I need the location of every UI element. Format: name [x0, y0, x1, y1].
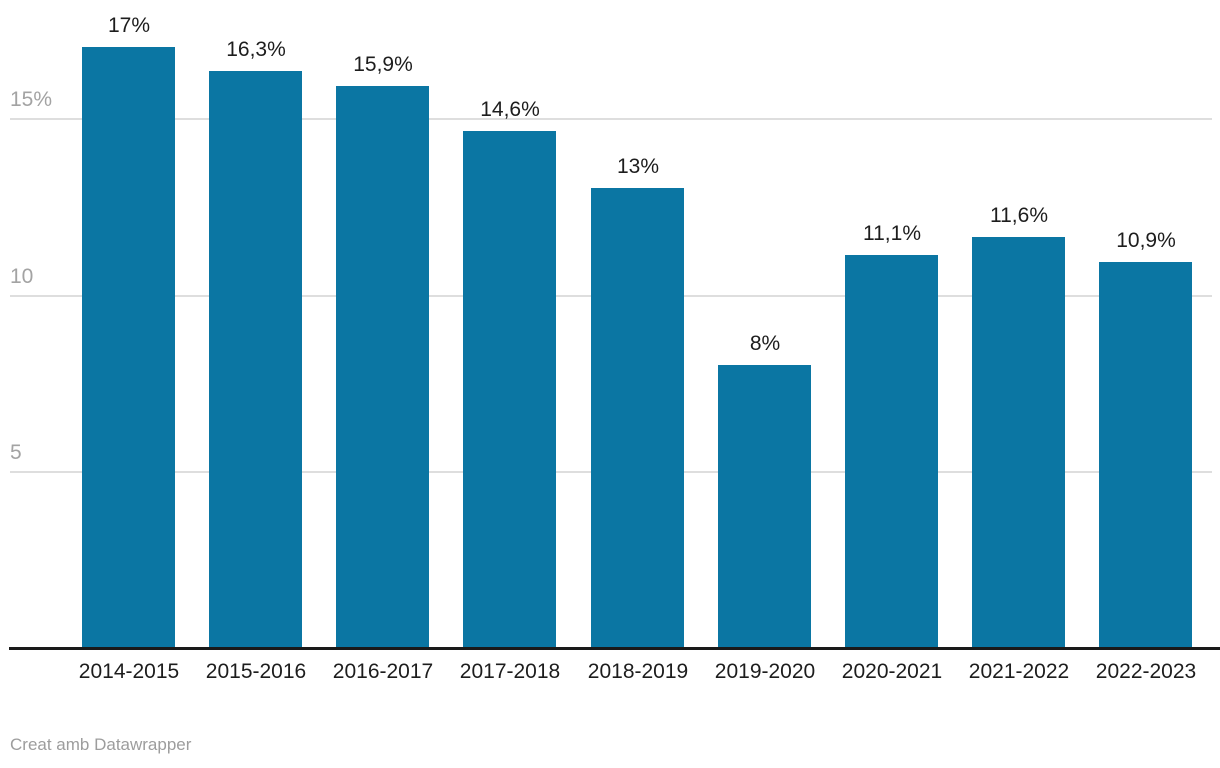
- y-axis-tick-label: 10: [10, 265, 34, 288]
- x-axis-label-2017-2018: 2017-2018: [459, 660, 561, 683]
- x-axis-label-2014-2015: 2014-2015: [78, 660, 180, 683]
- value-label-2015-2016: 16,3%: [226, 38, 286, 61]
- x-axis-line: [9, 647, 1220, 650]
- y-axis-tick-label: 15%: [10, 88, 53, 111]
- bar-2015-2016[interactable]: [209, 71, 302, 647]
- value-label-2018-2019: 13%: [616, 155, 660, 178]
- bar-2022-2023[interactable]: [1099, 262, 1192, 647]
- attribution-text: Creat amb Datawrapper: [10, 735, 192, 754]
- value-label-2022-2023: 10,9%: [1116, 229, 1176, 252]
- value-label-2017-2018: 14,6%: [480, 98, 540, 121]
- value-label-2019-2020: 8%: [749, 332, 781, 355]
- value-label-2016-2017: 15,9%: [353, 53, 413, 76]
- bar-2014-2015[interactable]: [82, 47, 175, 647]
- value-label-2020-2021: 11,1%: [863, 222, 921, 245]
- value-label-2021-2022: 11,6%: [990, 204, 1048, 227]
- bar-2020-2021[interactable]: [845, 255, 938, 647]
- bar-2017-2018[interactable]: [463, 131, 556, 647]
- x-axis-label-2022-2023: 2022-2023: [1095, 660, 1197, 683]
- bar-2018-2019[interactable]: [591, 188, 684, 647]
- x-axis-label-2021-2022: 2021-2022: [968, 660, 1070, 683]
- x-axis-label-2019-2020: 2019-2020: [714, 660, 816, 683]
- x-axis-label-2020-2021: 2020-2021: [841, 660, 943, 683]
- x-axis-label-2018-2019: 2018-2019: [587, 660, 689, 683]
- bar-2016-2017[interactable]: [336, 86, 429, 647]
- x-axis-label-2016-2017: 2016-2017: [332, 660, 434, 683]
- y-axis-tick-label: 5: [10, 441, 22, 464]
- gridline-15pct: [10, 118, 1212, 120]
- bar-2019-2020[interactable]: [718, 365, 811, 647]
- x-axis-label-2015-2016: 2015-2016: [205, 660, 307, 683]
- bar-2021-2022[interactable]: [972, 237, 1065, 647]
- value-label-2014-2015: 17%: [107, 14, 151, 37]
